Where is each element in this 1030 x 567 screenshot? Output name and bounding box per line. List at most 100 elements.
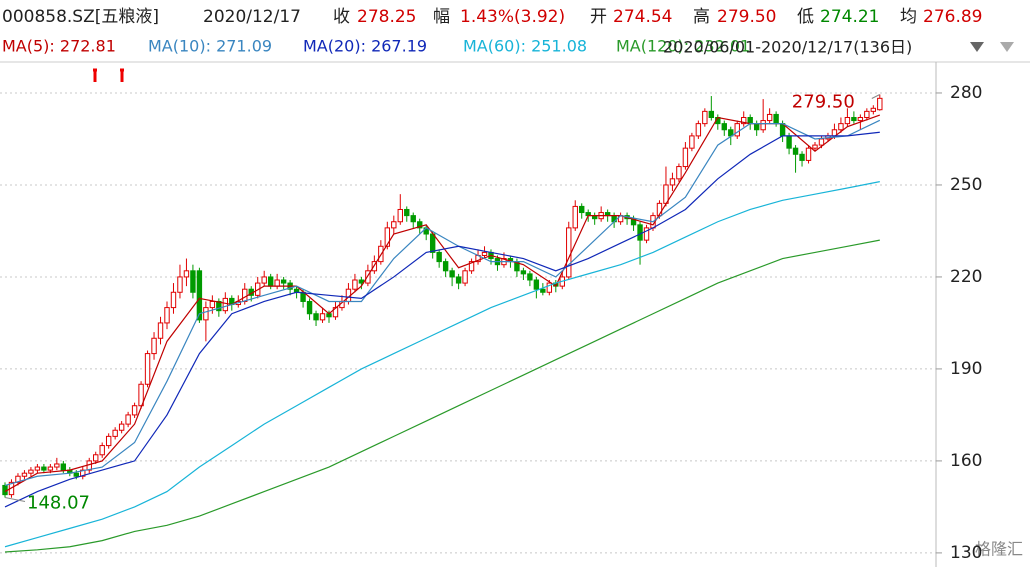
candle-body bbox=[760, 120, 766, 131]
candle-body bbox=[773, 113, 779, 125]
candle-body bbox=[533, 279, 540, 290]
ma-line bbox=[4, 119, 881, 487]
candle-body bbox=[261, 276, 267, 284]
candle-body bbox=[442, 261, 449, 272]
candle-body bbox=[170, 291, 177, 309]
candle-body bbox=[436, 251, 442, 263]
candle-body bbox=[216, 300, 222, 312]
y-tick-label: 250 bbox=[950, 175, 982, 195]
candle-body bbox=[579, 205, 585, 214]
candle-body bbox=[877, 97, 883, 111]
ma-line bbox=[4, 114, 881, 493]
candle-body bbox=[203, 307, 209, 321]
y-tick-label: 190 bbox=[950, 359, 982, 379]
candle-body bbox=[455, 276, 462, 284]
candle-body bbox=[105, 435, 112, 447]
candle-body bbox=[41, 466, 47, 471]
candle-body bbox=[741, 116, 747, 125]
candle-body bbox=[397, 208, 403, 223]
date-range[interactable]: 2020/06/01-2020/12/17(136日) bbox=[663, 38, 912, 57]
candle-body bbox=[799, 153, 805, 161]
candle-body bbox=[47, 466, 54, 471]
candle-body bbox=[812, 144, 818, 149]
candle-body bbox=[566, 227, 572, 278]
header-item: 2020/12/17 bbox=[203, 7, 301, 27]
candle-body bbox=[164, 307, 170, 324]
candle-body bbox=[857, 116, 864, 122]
candle-body bbox=[151, 337, 157, 355]
candle-body bbox=[242, 288, 248, 302]
candle-body bbox=[28, 469, 34, 474]
y-tick-label: 130 bbox=[950, 543, 982, 563]
y-tick-label: 160 bbox=[950, 451, 982, 471]
candle-body bbox=[753, 123, 760, 131]
candle-body bbox=[481, 251, 488, 256]
y-tick-label: 220 bbox=[950, 267, 982, 287]
candle-body bbox=[838, 123, 844, 131]
legend-item: MA(120): 232.01 bbox=[616, 37, 750, 56]
candle-body bbox=[702, 110, 708, 125]
extreme-pointer bbox=[4, 496, 26, 502]
ma-line bbox=[4, 131, 880, 508]
candle-body bbox=[125, 414, 131, 425]
extreme-pointer bbox=[871, 94, 881, 99]
candle-body bbox=[352, 279, 358, 290]
candle-body bbox=[747, 116, 753, 125]
header-item: 幅 bbox=[433, 7, 450, 27]
candle-body bbox=[844, 116, 851, 125]
candle-body bbox=[786, 135, 792, 149]
candle-body bbox=[818, 138, 825, 146]
y-tick-label: 280 bbox=[950, 83, 982, 103]
candle-body bbox=[99, 445, 105, 456]
candle-body bbox=[267, 276, 274, 287]
header-item: 279.50 bbox=[717, 7, 776, 27]
candle-body bbox=[708, 110, 715, 118]
candle-body bbox=[118, 423, 125, 431]
candle-body bbox=[540, 288, 546, 293]
candle-body bbox=[527, 273, 533, 281]
candle-body bbox=[669, 178, 676, 186]
candle-body bbox=[365, 270, 371, 284]
candle-body bbox=[689, 135, 695, 149]
candle-body bbox=[468, 261, 475, 272]
legend-item: MA(60): 251.08 bbox=[463, 37, 587, 56]
signal-marks bbox=[93, 68, 124, 82]
legend-item: MA(5): 272.81 bbox=[2, 37, 116, 56]
dropdown-arrow[interactable] bbox=[1000, 42, 1014, 52]
candle-body bbox=[734, 123, 740, 137]
header-item: 均 bbox=[900, 7, 917, 27]
candle-body bbox=[190, 270, 196, 293]
candle-body bbox=[410, 215, 416, 223]
header-item: 高 bbox=[693, 7, 710, 27]
candle-body bbox=[449, 270, 455, 278]
candle-body bbox=[695, 123, 702, 137]
candle-body bbox=[112, 429, 118, 437]
candle-body bbox=[319, 313, 326, 321]
watermark: 格隆汇 bbox=[975, 540, 1023, 559]
header-item: 开 bbox=[590, 7, 607, 27]
candle-body bbox=[546, 282, 553, 293]
candle-body bbox=[384, 227, 391, 247]
candle-body bbox=[721, 123, 727, 131]
candle-body bbox=[93, 454, 99, 462]
candle-body bbox=[417, 221, 423, 229]
candle-body bbox=[676, 166, 682, 180]
dropdown-arrow[interactable] bbox=[970, 42, 984, 52]
candle-body bbox=[183, 270, 190, 278]
header-item: 收 bbox=[333, 7, 350, 27]
extreme-label: 279.50 bbox=[792, 92, 855, 113]
candle-body bbox=[656, 202, 663, 217]
candle-body bbox=[520, 270, 527, 275]
header-item: 000858.SZ[五粮液] bbox=[2, 7, 159, 27]
candle-body bbox=[60, 463, 67, 471]
candle-body bbox=[196, 270, 203, 321]
candle-body bbox=[572, 205, 578, 229]
candle-body bbox=[404, 208, 410, 217]
candle-body bbox=[157, 322, 164, 339]
candle-body bbox=[21, 472, 28, 477]
candle-body bbox=[280, 279, 287, 284]
legend-item: MA(20): 267.19 bbox=[303, 37, 427, 56]
candle-body bbox=[851, 116, 857, 122]
header-item: 278.25 bbox=[357, 7, 416, 27]
